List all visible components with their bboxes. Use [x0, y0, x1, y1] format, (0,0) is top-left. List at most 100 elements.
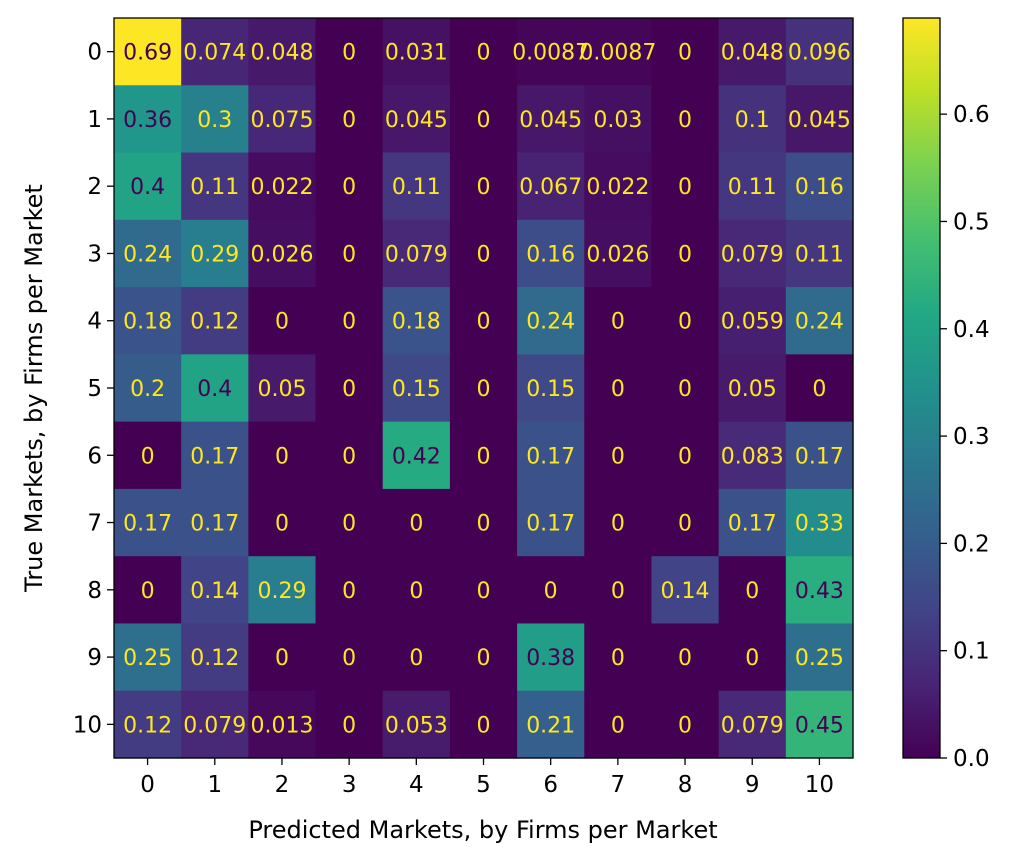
heatmap-cell	[718, 556, 787, 625]
heatmap-cell	[785, 488, 854, 557]
heatmap-cell	[584, 488, 653, 557]
cell-value-label: 0	[342, 41, 356, 66]
heatmap-cell	[114, 85, 182, 154]
cell-value-label: 0.0087	[512, 41, 589, 66]
cell-value-label: 0	[678, 310, 692, 335]
cell-value-label: 0.16	[795, 175, 844, 200]
cell-value-label: 0.36	[123, 108, 172, 133]
colorbar-tick-label: 0.6	[953, 102, 990, 128]
cell-value-label: 0.25	[123, 646, 172, 671]
y-tick-label: 9	[87, 645, 102, 671]
heatmap-cell	[584, 556, 653, 625]
cell-value-label: 0.17	[795, 444, 844, 469]
cell-value-label: 0.14	[661, 579, 710, 604]
cell-value-label: 0.3	[197, 108, 232, 133]
heatmap-cell	[114, 287, 182, 355]
x-tick-label: 6	[543, 772, 558, 798]
cell-value-label: 0.17	[190, 512, 239, 537]
cell-value-label: 0	[275, 310, 289, 335]
heatmap-cell	[382, 690, 451, 759]
cell-value-label: 0.022	[250, 175, 313, 200]
y-tick-label: 10	[73, 712, 102, 738]
cell-value-label: 0.079	[721, 242, 784, 267]
cell-value-label: 0	[342, 512, 356, 537]
cell-value-label: 0	[342, 579, 356, 604]
cell-value-label: 0	[409, 646, 423, 671]
cell-value-label: 0.022	[586, 175, 649, 200]
y-tick-label: 8	[87, 578, 102, 604]
heatmap-cell	[651, 556, 720, 625]
cell-value-label: 0	[678, 713, 692, 738]
heatmap-cell	[382, 85, 451, 154]
cell-value-label: 0.079	[183, 713, 246, 738]
cell-value-label: 0	[477, 108, 491, 133]
heatmap-cell	[181, 287, 249, 355]
heatmap-cell	[718, 488, 787, 557]
cell-value-label: 0.17	[526, 444, 575, 469]
cell-value-label: 0.17	[190, 444, 239, 469]
cell-value-label: 0.045	[788, 108, 851, 133]
colorbar-tick-label: 0.0	[953, 746, 990, 772]
heatmap-cell	[181, 219, 249, 288]
heatmap-cell	[517, 152, 585, 221]
cell-value-label: 0.24	[526, 310, 575, 335]
cell-value-label: 0	[477, 713, 491, 738]
heatmap-cell	[181, 421, 249, 490]
cell-value-label: 0	[678, 108, 692, 133]
heatmap-cell	[651, 18, 720, 86]
heatmap-cell	[449, 219, 518, 288]
cell-value-label: 0	[342, 713, 356, 738]
heatmap-cell	[517, 690, 585, 759]
cell-value-label: 0.15	[526, 377, 575, 402]
cell-value-label: 0.083	[721, 444, 784, 469]
y-tick-label: 1	[87, 107, 102, 133]
heatmap-cell	[382, 623, 451, 692]
cell-value-label: 0	[342, 310, 356, 335]
cell-value-label: 0	[275, 646, 289, 671]
cell-value-label: 0	[611, 579, 625, 604]
colorbar-ticks: 0.0 0.1 0.2 0.3 0.4 0.5 0.6	[940, 102, 990, 772]
heatmap-cell	[382, 219, 451, 288]
heatmap-cell	[517, 421, 585, 490]
cell-value-label: 0	[477, 579, 491, 604]
cell-value-label: 0.026	[586, 242, 649, 267]
cell-value-label: 0.013	[250, 713, 313, 738]
heatmap-cell	[315, 690, 384, 759]
heatmap-cell	[248, 690, 317, 759]
heatmap-cell	[315, 85, 384, 154]
heatmap-cell	[248, 18, 317, 86]
cell-value-label: 0	[342, 646, 356, 671]
heatmap-cell	[449, 354, 518, 423]
heatmap-cell	[114, 690, 182, 759]
cell-value-label: 0	[477, 310, 491, 335]
heatmap-cell	[718, 219, 787, 288]
cell-value-label: 0	[611, 646, 625, 671]
heatmap-cell	[785, 354, 854, 423]
heatmap-cell	[584, 690, 653, 759]
heatmap-cell	[517, 219, 585, 288]
cell-value-label: 0.026	[250, 242, 313, 267]
cell-value-label: 0	[275, 512, 289, 537]
heatmap-cell	[517, 85, 585, 154]
heatmap-cell	[315, 421, 384, 490]
cell-value-label: 0	[342, 444, 356, 469]
heatmap-cell	[449, 488, 518, 557]
cell-value-label: 0	[678, 41, 692, 66]
cell-value-label: 0	[342, 175, 356, 200]
colorbar-tick-label: 0.1	[953, 639, 990, 665]
cell-value-label: 0.075	[250, 108, 313, 133]
cell-value-label: 0.12	[123, 713, 172, 738]
y-tick-label: 5	[87, 376, 102, 402]
cell-value-label: 0	[611, 713, 625, 738]
cell-value-label: 0.21	[526, 713, 575, 738]
heatmap-cell	[181, 354, 249, 423]
cell-value-label: 0.05	[728, 377, 777, 402]
heatmap-cell	[248, 287, 317, 355]
heatmap-cell	[248, 421, 317, 490]
cell-value-label: 0	[678, 444, 692, 469]
cell-value-label: 0.0087	[579, 41, 656, 66]
x-tick-label: 2	[275, 772, 290, 798]
heatmap-cell	[651, 219, 720, 288]
heatmap-cell	[114, 354, 182, 423]
